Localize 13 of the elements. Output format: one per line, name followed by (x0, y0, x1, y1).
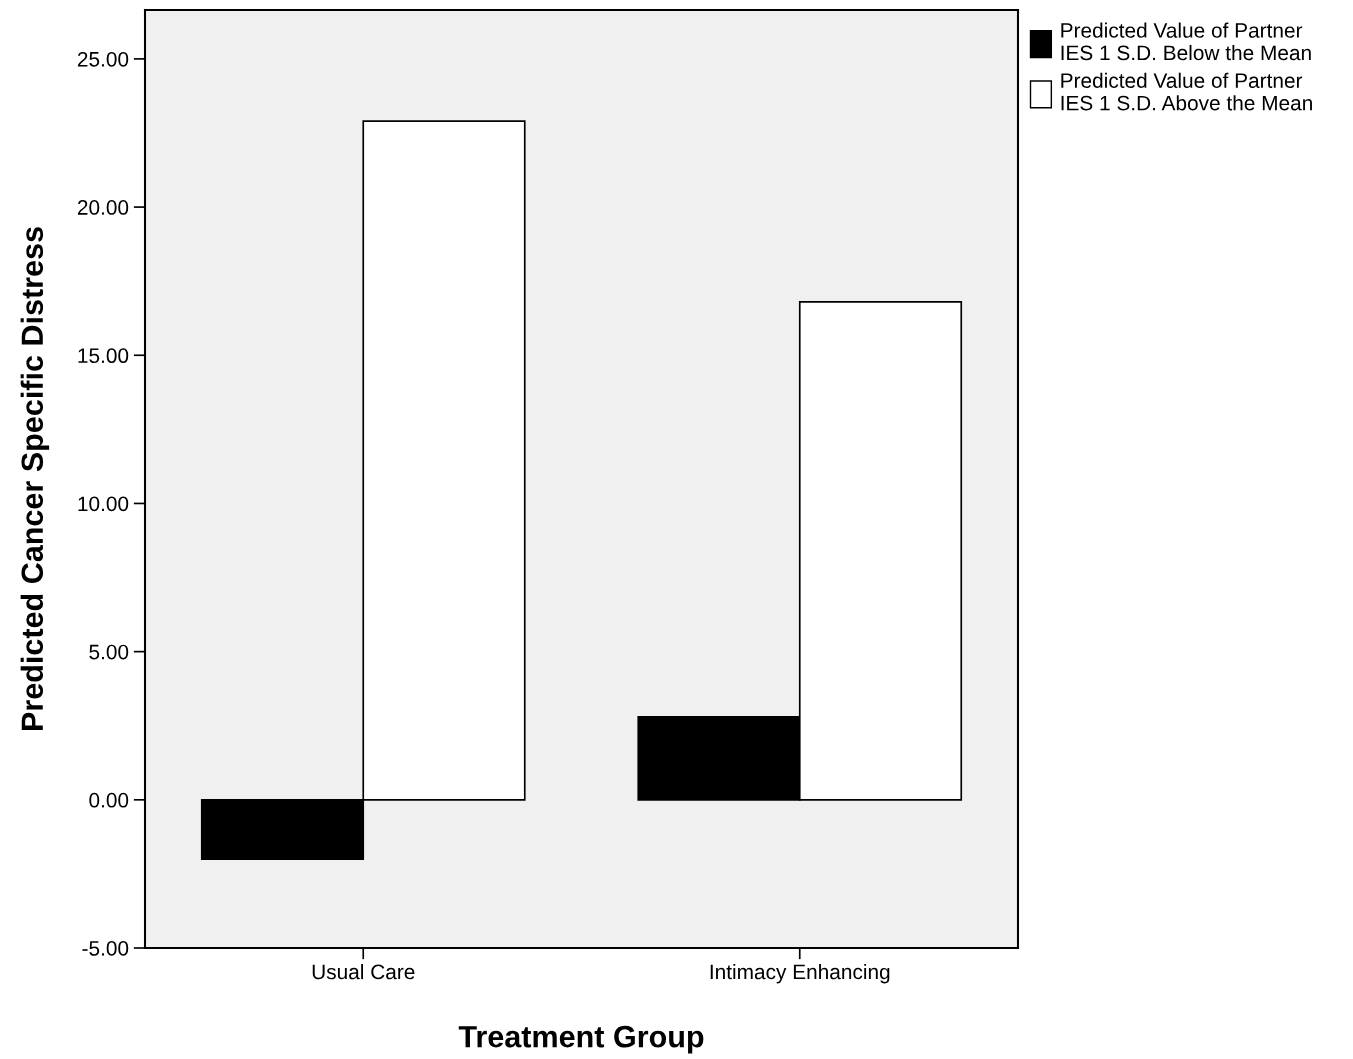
y-tick-label: -5.00 (82, 941, 129, 956)
y-tick-label: 25.00 (77, 51, 129, 67)
y-tick-label: 0.00 (89, 792, 129, 808)
y-tick-label: 15.00 (78, 348, 129, 364)
x-tick-label: Intimacy Enhancing (710, 963, 890, 984)
y-tick-label: 10.00 (78, 496, 129, 512)
legend-label: Predicted Value of Partner IES 1 S.D. Below the Mean (1061, 22, 1311, 61)
y-tick-label: 20.00 (77, 200, 129, 215)
legend-label: Predicted Value of Partner IES 1 S.D. Above the Mean (1061, 72, 1312, 111)
y-tick-label: 5.00 (89, 644, 129, 660)
x-axis-title: Treatment Group (458, 1025, 704, 1054)
x-tick-label: Usual Care (312, 963, 415, 980)
y-axis-title: Predicted Cancer Specific Distress (20, 227, 50, 730)
